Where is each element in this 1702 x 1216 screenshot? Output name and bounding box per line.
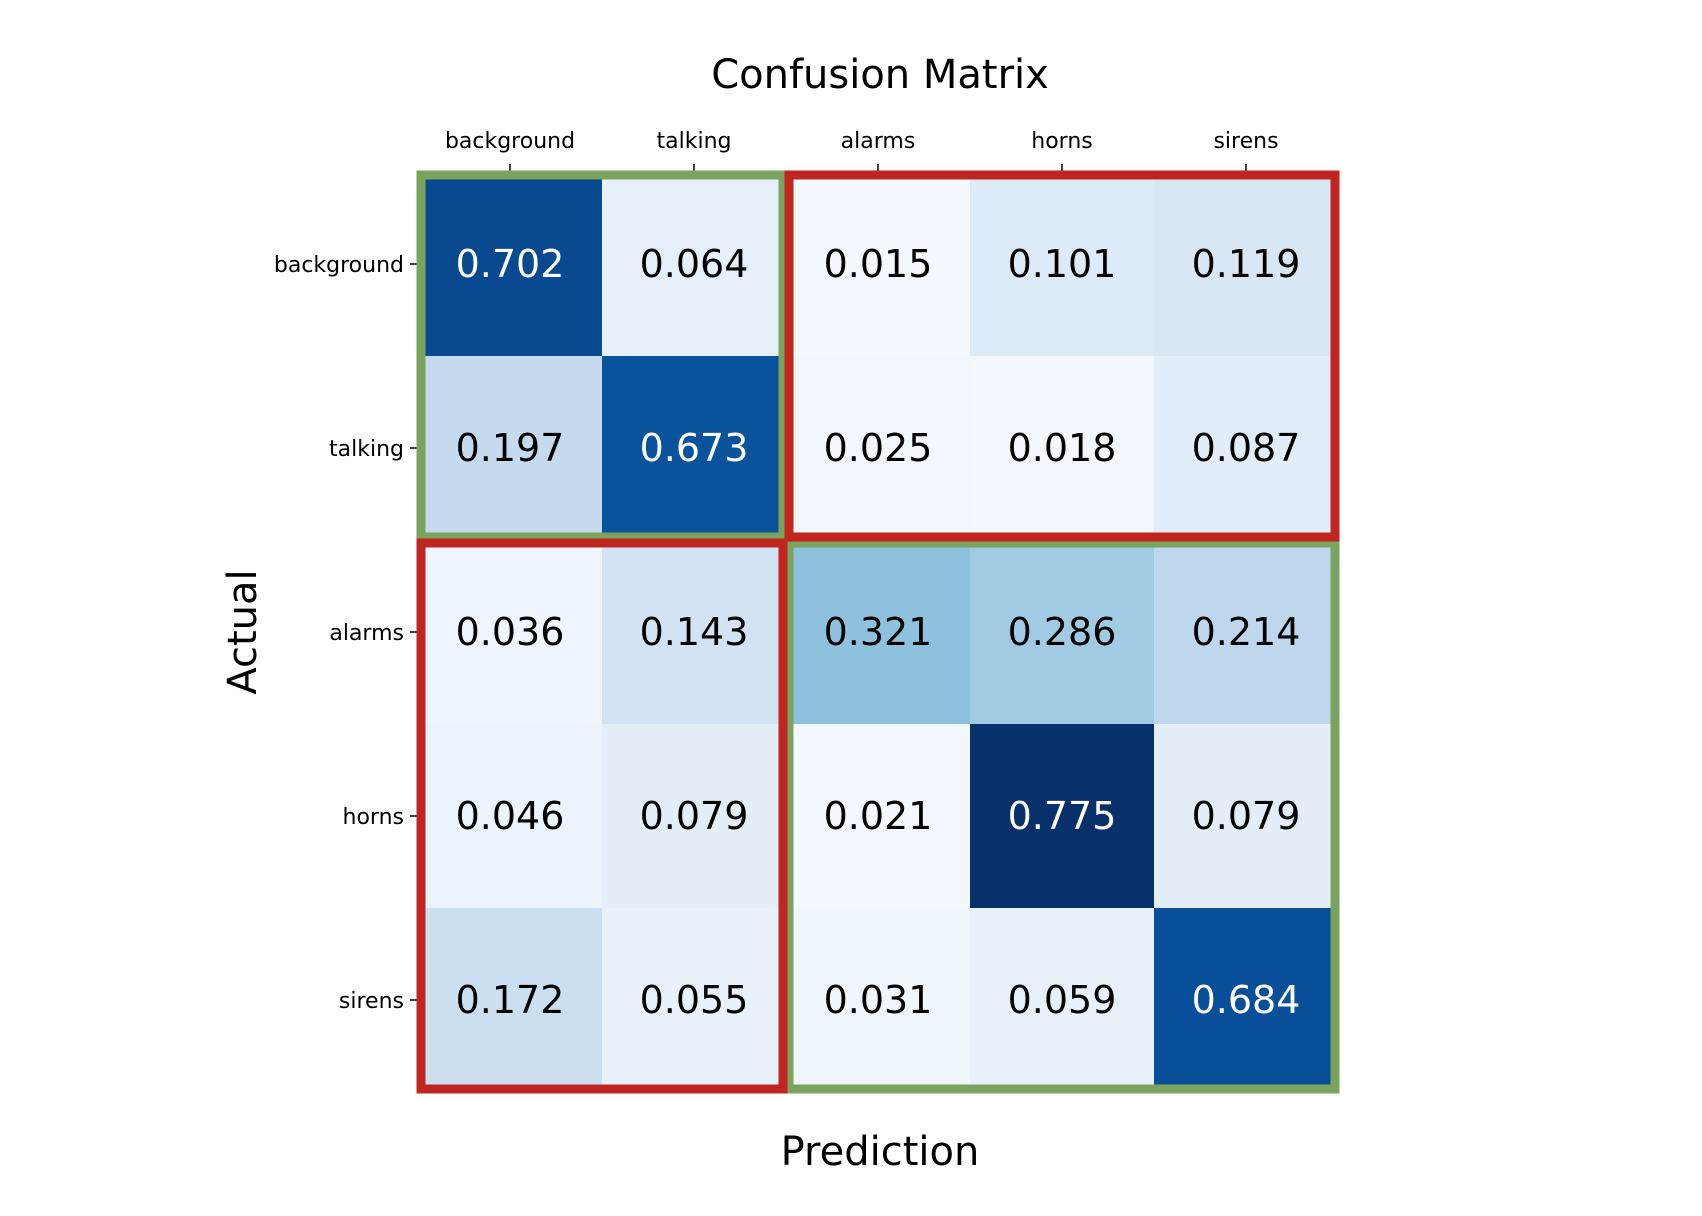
highlight-boxes	[416, 170, 1340, 1094]
cell-value-label: 0.119	[1192, 242, 1301, 286]
heatmap-cell	[602, 724, 786, 908]
y-tick-label: talking	[329, 437, 404, 462]
cell-value-label: 0.015	[824, 242, 933, 286]
heatmap-cell	[418, 540, 602, 724]
heatmap-cell	[418, 172, 602, 356]
x-axis-ticks: background talking alarms horns sirens	[445, 129, 1279, 172]
cell-value-label: 0.214	[1192, 610, 1301, 654]
heatmap-cell	[418, 908, 602, 1092]
heatmap-cell	[970, 724, 1154, 908]
highlight-box	[784, 170, 1340, 542]
cell-value-label: 0.143	[640, 610, 749, 654]
cell-value-label: 0.079	[640, 794, 749, 838]
y-axis-label: Actual	[220, 569, 266, 694]
cell-value-label: 0.025	[824, 426, 933, 470]
heatmap-cells: 0.702 0.064 0.015 0.101 0.119 0.197 0.673 0.025…	[418, 172, 1338, 1092]
y-tick-label: horns	[343, 805, 404, 830]
heatmap-cell	[786, 540, 970, 724]
heatmap-cell	[1154, 172, 1338, 356]
y-tick-label: background	[274, 253, 404, 278]
cell-value-label: 0.172	[456, 978, 565, 1022]
cell-value-label: 0.079	[1192, 794, 1301, 838]
heatmap-cell	[418, 356, 602, 540]
heatmap-cell	[1154, 724, 1338, 908]
cell-value-label: 0.059	[1008, 978, 1117, 1022]
y-tick-label: alarms	[329, 621, 404, 646]
chart-title: Confusion Matrix	[711, 52, 1049, 98]
highlight-box	[416, 538, 788, 1094]
cell-value-label: 0.197	[456, 426, 565, 470]
cell-value-label: 0.021	[824, 794, 933, 838]
cell-value-label: 0.775	[1008, 794, 1117, 838]
cell-value-label: 0.036	[456, 610, 565, 654]
heatmap-cell	[970, 540, 1154, 724]
cell-value-label: 0.087	[1192, 426, 1301, 470]
x-tick-label: horns	[1031, 129, 1092, 154]
y-axis-ticks: background talking alarms horns sirens	[274, 253, 418, 1014]
cell-value-label: 0.018	[1008, 426, 1117, 470]
highlight-box	[416, 170, 788, 542]
cell-value-label: 0.055	[640, 978, 749, 1022]
cell-value-label: 0.286	[1008, 610, 1117, 654]
x-tick-label: sirens	[1213, 129, 1278, 154]
heatmap-cell	[1154, 356, 1338, 540]
heatmap-cell	[786, 908, 970, 1092]
cell-value-label: 0.064	[640, 242, 749, 286]
heatmap-cell	[602, 908, 786, 1092]
x-tick-label: alarms	[841, 129, 916, 154]
heatmap-cell	[1154, 540, 1338, 724]
y-tick-label: sirens	[339, 989, 404, 1014]
heatmap-cell	[602, 172, 786, 356]
cell-value-label: 0.101	[1008, 242, 1117, 286]
heatmap-cell	[1154, 908, 1338, 1092]
heatmap-cell	[970, 908, 1154, 1092]
heatmap-cell	[602, 356, 786, 540]
cell-value-label: 0.321	[824, 610, 933, 654]
cell-value-label: 0.031	[824, 978, 933, 1022]
heatmap-cell	[602, 540, 786, 724]
cell-value-label: 0.702	[456, 242, 565, 286]
x-tick-label: background	[445, 129, 575, 154]
highlight-box	[784, 538, 1340, 1094]
heatmap-cell	[970, 356, 1154, 540]
cell-value-label: 0.684	[1192, 978, 1301, 1022]
heatmap-cell	[970, 172, 1154, 356]
x-axis-label: Prediction	[781, 1129, 980, 1175]
heatmap-cell	[786, 724, 970, 908]
cell-value-label: 0.046	[456, 794, 565, 838]
heatmap-cell	[786, 172, 970, 356]
heatmap-cell	[418, 724, 602, 908]
cell-value-label: 0.673	[640, 426, 749, 470]
x-tick-label: talking	[657, 129, 732, 154]
heatmap-cell	[786, 356, 970, 540]
